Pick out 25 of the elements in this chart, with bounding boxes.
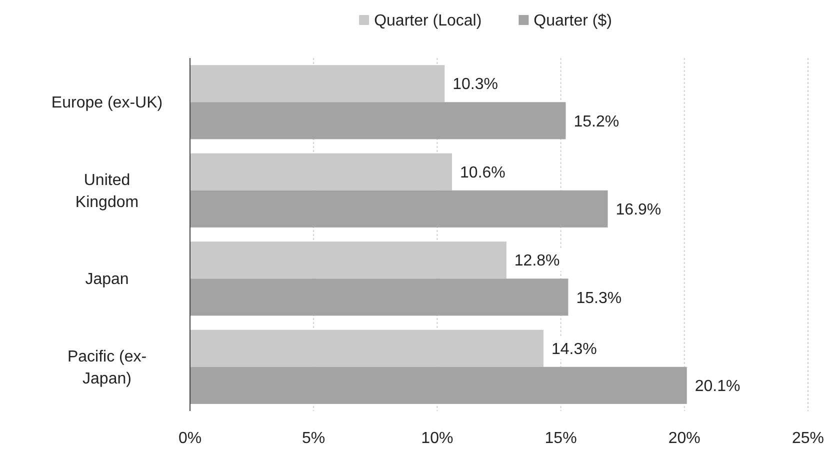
data-label: 16.9% (616, 202, 662, 219)
x-tick-label: 0% (178, 430, 202, 447)
data-label: 15.2% (574, 113, 620, 130)
bar (190, 190, 608, 228)
y-tick-label: Europe (ex-UK) (51, 94, 163, 112)
x-tick-label: 20% (668, 430, 700, 447)
y-tick-label: Pacific (ex-Japan) (67, 348, 147, 388)
x-tick-label: 25% (792, 430, 824, 447)
bar (190, 366, 687, 404)
x-tick-label: 15% (544, 430, 577, 447)
data-label: 14.3% (551, 340, 597, 358)
data-label: 10.6% (460, 164, 506, 182)
bar (190, 278, 568, 316)
data-label: 12.8% (514, 252, 560, 270)
x-tick-label: 10% (421, 430, 454, 447)
legend-label: Quarter ($) (534, 12, 612, 30)
data-label: 10.3% (452, 76, 498, 94)
data-label: 20.1% (694, 378, 740, 396)
bar (190, 102, 566, 140)
y-tick-label: United Kingdom (75, 172, 139, 211)
bar (190, 330, 544, 367)
legend-label: Quarter (Local) (374, 12, 482, 30)
data-label: 15.3% (576, 290, 622, 307)
y-tick-label: Japan (85, 271, 129, 288)
x-tick-label: 5% (302, 430, 326, 447)
